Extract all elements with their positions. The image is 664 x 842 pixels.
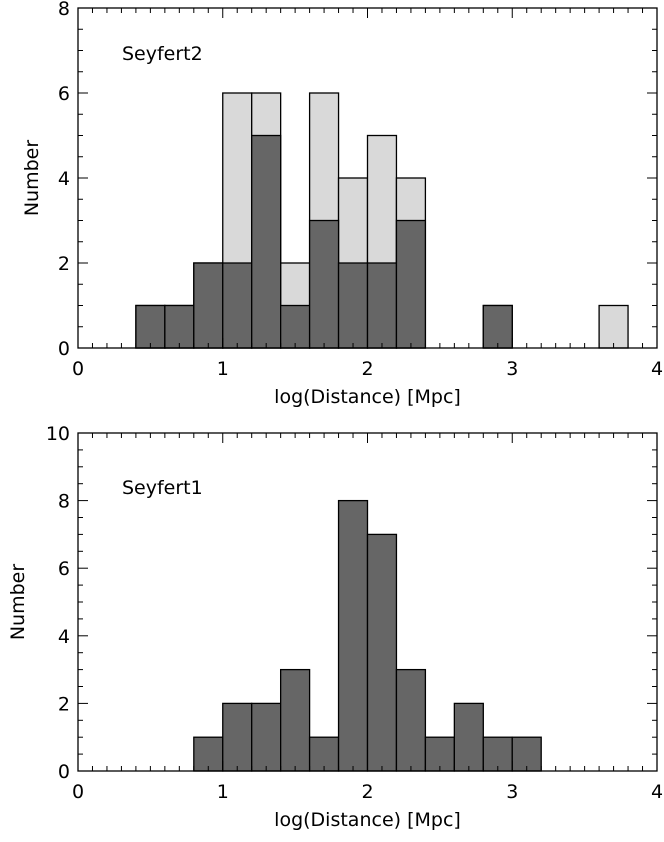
x-axis-label: log(Distance) [Mpc]: [274, 386, 461, 408]
histogram-bar-dark: [135, 304, 166, 349]
histogram-bar-dark: [193, 736, 224, 772]
x-tick-label: 1: [217, 358, 229, 380]
x-axis-label: log(Distance) [Mpc]: [274, 809, 461, 831]
histogram-bar-dark: [193, 262, 224, 349]
x-tick-label: 3: [506, 781, 518, 803]
histogram-bar-dark: [279, 304, 311, 349]
x-tick-label: 4: [651, 781, 663, 803]
y-tick-label: 4: [58, 168, 70, 190]
histogram-bar-dark: [337, 262, 369, 349]
histogram-bar-dark: [164, 304, 195, 349]
histogram-bar-dark: [482, 736, 513, 772]
histogram-bar-dark: [453, 702, 484, 772]
y-tick-label: 0: [58, 761, 70, 783]
y-tick-label: 2: [58, 693, 70, 715]
histogram-bar-dark: [366, 533, 398, 772]
y-tick-label: 10: [46, 423, 70, 445]
y-tick-label: 8: [58, 491, 70, 513]
y-axis-label: Number: [7, 564, 29, 641]
histogram-bar-dark: [395, 668, 427, 772]
panel-label: Seyfert2: [122, 43, 203, 65]
y-tick-label: 4: [58, 626, 70, 648]
histogram-bar-dark: [511, 736, 542, 772]
histogram-bar-dark: [308, 219, 340, 349]
x-tick-label: 1: [217, 781, 229, 803]
histogram-bar-dark: [424, 736, 455, 772]
x-tick-label: 2: [361, 781, 373, 803]
x-tick-label: 4: [651, 358, 663, 380]
histogram-bar-dark: [482, 304, 513, 349]
x-tick-label: 0: [72, 358, 84, 380]
histogram-bar-dark: [222, 702, 253, 772]
histogram-bar-dark: [251, 702, 282, 772]
histogram-bar-light: [598, 304, 629, 349]
histogram-bar-dark: [308, 736, 340, 772]
x-tick-label: 0: [72, 781, 84, 803]
seyfert1-histogram: 0 1 2 3 4 0 2 4 6 8 10 log(Distance) [Mpc] Number Sey…: [7, 423, 663, 831]
histogram-bar-dark: [279, 668, 311, 772]
histogram-bar-dark: [251, 134, 282, 349]
x-tick-label: 3: [506, 358, 518, 380]
x-tick-label: 2: [361, 358, 373, 380]
histogram-bar-dark: [337, 499, 369, 772]
y-tick-label: 2: [58, 253, 70, 275]
seyfert1-histogram-panel: 0 1 2 3 4 0 2 4 6 8 10 log(Distance) [Mpc] Number Sey…: [0, 421, 664, 842]
seyfert2-histogram-panel: 0 1 2 3 4 0 2 4 6 8 log(Distance) [Mpc] Number Seyfe…: [21, 0, 663, 408]
y-tick-label: 6: [58, 558, 70, 580]
y-tick-label: 0: [58, 338, 70, 360]
histogram-bar-dark: [222, 262, 253, 349]
histogram-bar-dark: [395, 219, 427, 349]
y-tick-label: 6: [58, 83, 70, 105]
panel-label: Seyfert1: [122, 477, 203, 499]
histogram-bar-dark: [366, 262, 398, 349]
seyfert2-histogram: 0 1 2 3 4 0 2 4 6 8 log(Distance) [Mpc] Number Seyfe…: [21, 0, 663, 408]
y-tick-label: 8: [58, 0, 70, 20]
y-axis-label: Number: [21, 140, 43, 217]
